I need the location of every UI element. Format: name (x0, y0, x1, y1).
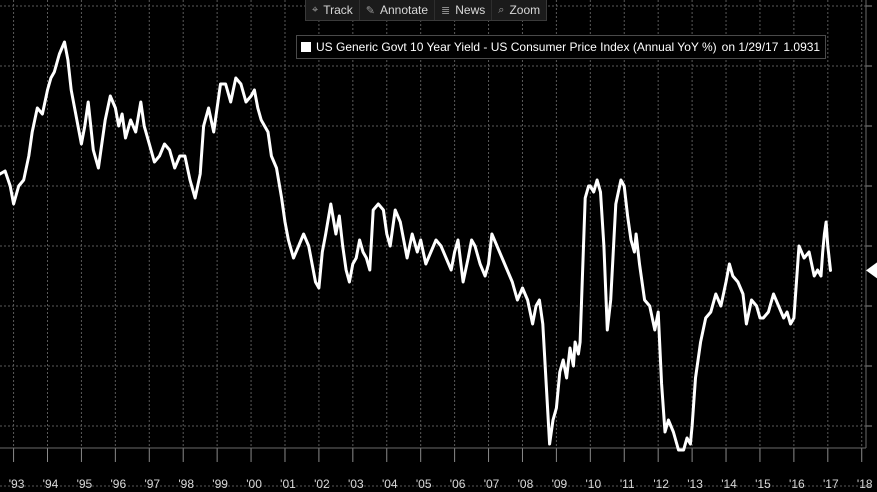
track-button[interactable]: ⌖ Track (306, 0, 360, 20)
legend-value: 1.0931 (783, 40, 821, 54)
y-axis-ticks (865, 0, 872, 487)
x-tick-label: '08 (518, 477, 534, 491)
x-tick-label: '02 (314, 477, 330, 491)
x-tick-label: '01 (280, 477, 296, 491)
x-tick-label: '14 (721, 477, 737, 491)
x-tick-label: '06 (450, 477, 466, 491)
zoom-button[interactable]: ⌕ Zoom (492, 0, 546, 20)
x-tick-label: '93 (9, 477, 25, 491)
series-line (0, 40, 832, 452)
x-tick-label: '15 (755, 477, 771, 491)
pencil-icon: ✎ (365, 3, 375, 17)
x-tick-label: '95 (77, 477, 93, 491)
x-tick-label: '99 (212, 477, 228, 491)
x-tick-label: '18 (857, 477, 873, 491)
x-tick-label: '16 (789, 477, 805, 491)
chart-toolbar: ⌖ Track ✎ Annotate ≣ News ⌕ Zoom (305, 0, 548, 21)
x-tick-label: '04 (382, 477, 398, 491)
x-tick-label: '10 (586, 477, 602, 491)
x-tick-label: '05 (416, 477, 432, 491)
track-label: Track (323, 3, 353, 17)
x-tick-label: '12 (653, 477, 669, 491)
x-tick-label: '97 (144, 477, 160, 491)
x-tick-label: '96 (111, 477, 127, 491)
x-tick-label: '13 (687, 477, 703, 491)
vertical-gridlines (13, 0, 863, 448)
x-tick-label: '00 (246, 477, 262, 491)
news-label: News (455, 3, 486, 17)
annotate-label: Annotate (379, 3, 429, 17)
x-tick-label: '09 (552, 477, 568, 491)
legend-series-label: US Generic Govt 10 Year Yield - US Consu… (316, 40, 717, 54)
x-axis-ticks: '93 '94 '95 '96 '97 '98 '99 '00 '01 '02 '03 '04 '05 '… (0, 447, 873, 491)
x-tick-label: '17 (823, 477, 839, 491)
x-tick-label: '11 (620, 477, 635, 491)
magnifier-icon: ⌕ (498, 3, 505, 16)
x-tick-label: '94 (43, 477, 59, 491)
x-tick-label: '07 (484, 477, 500, 491)
legend-swatch (301, 42, 311, 52)
x-tick-label: '03 (348, 477, 364, 491)
chart-legend: US Generic Govt 10 Year Yield - US Consu… (296, 35, 827, 59)
legend-date: on 1/29/17 (721, 40, 779, 54)
crosshair-icon: ⌖ (312, 3, 319, 16)
zoom-label: Zoom (509, 3, 541, 17)
news-icon: ≣ (441, 3, 451, 17)
annotate-button[interactable]: ✎ Annotate (360, 0, 436, 20)
x-tick-label: '98 (178, 477, 194, 491)
last-value-marker (866, 262, 877, 279)
news-button[interactable]: ≣ News (435, 0, 493, 20)
